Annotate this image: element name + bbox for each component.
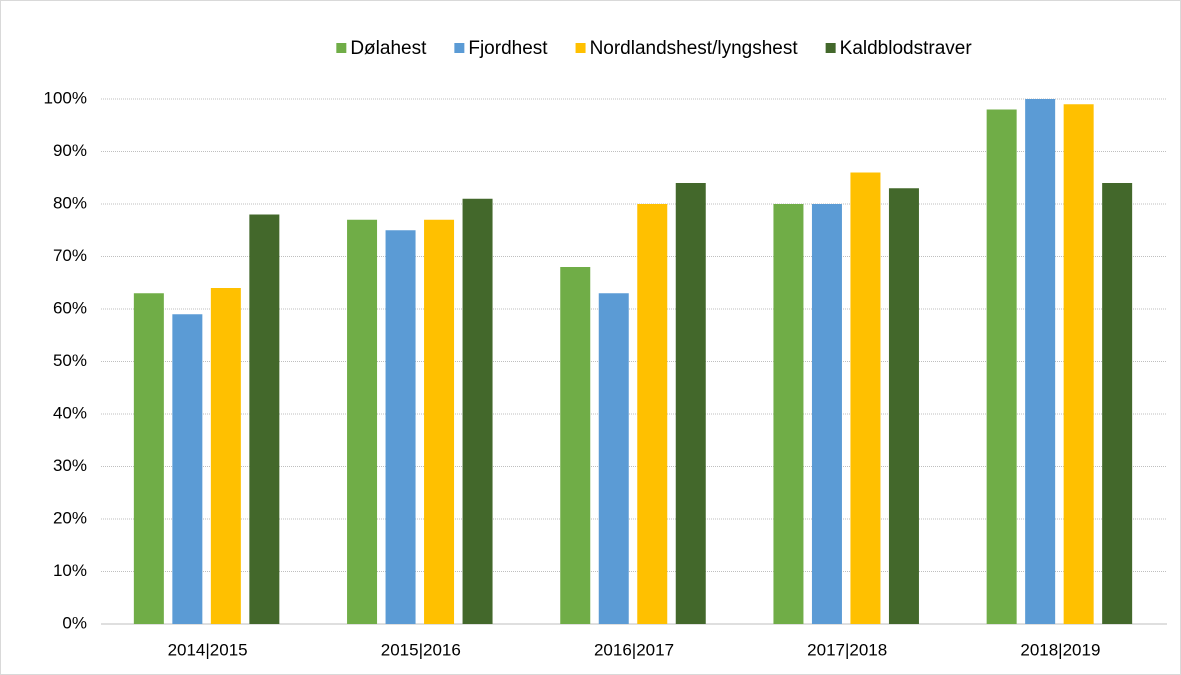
bar	[249, 214, 280, 624]
legend-label: Dølahest	[350, 38, 427, 59]
legend-label: Fjordhest	[468, 38, 548, 59]
legend-swatch	[575, 43, 586, 53]
bar	[675, 183, 706, 624]
x-tick-label: 2016|2017	[594, 640, 674, 659]
labels: 0% 10% 20% 30% 40% 50% 60% 70% 80% 90% 100% 2014|20…	[44, 88, 1101, 659]
bar	[888, 188, 919, 624]
bar	[598, 293, 629, 624]
bar	[424, 219, 455, 624]
legend: Dølahest Fjordhest Nordlandshest/lyngshest…	[336, 38, 972, 59]
bar	[347, 219, 378, 624]
x-tick-label: 2014|2015	[168, 640, 248, 659]
bar	[1102, 183, 1133, 624]
legend-swatch	[825, 43, 836, 53]
legend-label: Nordlandshest/lyngshest	[590, 38, 799, 59]
legend-swatch	[336, 43, 347, 53]
y-tick-label: 80%	[53, 193, 87, 212]
bar	[637, 204, 668, 624]
bar	[462, 198, 493, 624]
y-tick-label: 70%	[53, 246, 87, 265]
bar	[210, 288, 241, 624]
bar	[560, 267, 591, 624]
bar	[385, 230, 416, 624]
y-tick-label: 100%	[44, 88, 87, 107]
legend-label: Kaldblodstraver	[840, 38, 973, 59]
y-tick-label: 60%	[53, 298, 87, 317]
bar	[1025, 99, 1056, 624]
bar	[850, 172, 881, 624]
bar	[811, 204, 842, 624]
x-tick-label: 2018|2019	[1020, 640, 1100, 659]
bars	[133, 99, 1133, 624]
x-tick-label: 2017|2018	[807, 640, 887, 659]
y-tick-label: 20%	[53, 508, 87, 527]
legend-swatch	[454, 43, 465, 53]
y-tick-label: 90%	[53, 141, 87, 160]
y-tick-label: 0%	[62, 613, 87, 632]
y-tick-label: 50%	[53, 351, 87, 370]
x-tick-label: 2015|2016	[381, 640, 461, 659]
y-tick-label: 40%	[53, 403, 87, 422]
y-tick-label: 10%	[53, 561, 87, 580]
bar	[986, 109, 1017, 624]
bar	[172, 314, 203, 624]
bar	[133, 293, 164, 624]
bar	[773, 204, 804, 624]
bar	[1063, 104, 1094, 624]
y-tick-label: 30%	[53, 456, 87, 475]
